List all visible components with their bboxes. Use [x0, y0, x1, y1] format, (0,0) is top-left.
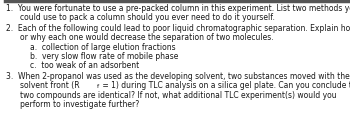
Text: could use to pack a column should you ever need to do it yourself.: could use to pack a column should you ev… [20, 13, 275, 22]
Text: 2.  Each of the following could lead to poor liquid chromatographic separation. : 2. Each of the following could lead to p… [6, 24, 350, 33]
Text: 3.  When 2-propanol was used as the developing solvent, two substances moved wit: 3. When 2-propanol was used as the devel… [6, 72, 350, 81]
Text: c.  too weak of an adsorbent: c. too weak of an adsorbent [30, 61, 139, 70]
Text: solvent front (R: solvent front (R [20, 81, 80, 90]
Text: perform to investigate further?: perform to investigate further? [20, 100, 139, 109]
Text: = 1) during TLC analysis on a silica gel plate. Can you conclude that the: = 1) during TLC analysis on a silica gel… [100, 81, 350, 90]
Text: f: f [97, 83, 99, 89]
Text: 1.  You were fortunate to use a pre-packed column in this experiment. List two m: 1. You were fortunate to use a pre-packe… [6, 4, 350, 13]
Text: or why each one would decrease the separation of two molecules.: or why each one would decrease the separ… [20, 33, 274, 42]
Text: b.  very slow flow rate of mobile phase: b. very slow flow rate of mobile phase [30, 52, 178, 61]
Text: a.  collection of large elution fractions: a. collection of large elution fractions [30, 43, 176, 52]
Text: two compounds are identical? If not, what additional TLC experiment(s) would you: two compounds are identical? If not, wha… [20, 91, 337, 100]
